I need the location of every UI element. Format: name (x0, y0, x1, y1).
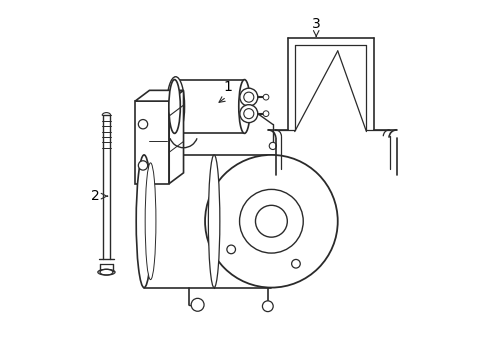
Circle shape (263, 94, 268, 100)
Ellipse shape (208, 155, 220, 288)
Circle shape (263, 111, 268, 117)
Ellipse shape (145, 163, 156, 280)
Ellipse shape (136, 155, 152, 288)
Polygon shape (135, 101, 169, 184)
Circle shape (244, 109, 253, 119)
Circle shape (191, 298, 203, 311)
Circle shape (269, 142, 276, 149)
Circle shape (239, 189, 303, 253)
Circle shape (138, 161, 147, 170)
Circle shape (239, 105, 257, 123)
Circle shape (226, 245, 235, 254)
Ellipse shape (238, 80, 250, 134)
Text: 1: 1 (224, 80, 232, 94)
Circle shape (262, 301, 273, 312)
Text: 3: 3 (311, 17, 320, 31)
Circle shape (255, 205, 287, 237)
Text: 2: 2 (91, 189, 100, 203)
Ellipse shape (166, 77, 184, 136)
Circle shape (244, 92, 253, 102)
Circle shape (239, 88, 257, 106)
Circle shape (291, 260, 300, 268)
Polygon shape (169, 90, 183, 184)
Circle shape (204, 155, 337, 288)
Circle shape (138, 120, 147, 129)
Polygon shape (135, 90, 183, 101)
Ellipse shape (100, 269, 113, 275)
Ellipse shape (168, 80, 180, 134)
